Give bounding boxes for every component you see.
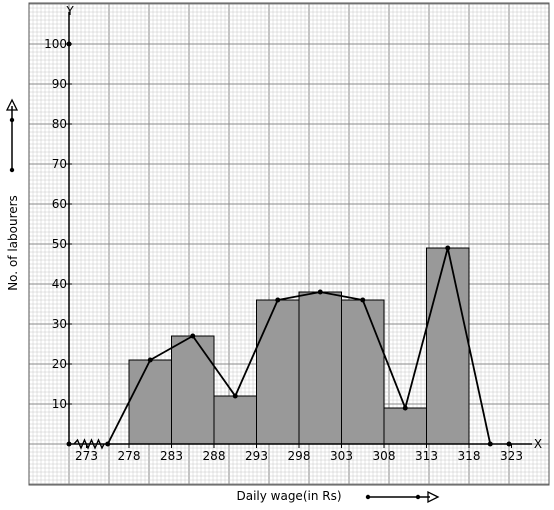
polygon-point <box>147 357 153 363</box>
histogram-bar <box>298 291 342 445</box>
x-tick-label: 303 <box>330 449 353 463</box>
up-arrow-dot <box>9 117 15 123</box>
histogram-bar <box>128 359 172 445</box>
y-tick-label: 50 <box>52 237 67 251</box>
right-arrow-dot <box>365 494 371 500</box>
y-tick-label: 80 <box>52 117 67 131</box>
x-axis-title: Daily wage(in Rs) <box>236 489 341 503</box>
bars <box>128 247 470 445</box>
polygon-point <box>402 405 408 411</box>
y-tick-label: 30 <box>52 317 67 331</box>
right-arrow-head <box>427 490 440 504</box>
y-tick-label: 100 <box>44 37 67 51</box>
polygon-point <box>105 441 111 447</box>
frequency-polygon <box>105 245 493 447</box>
polygon-line <box>106 247 492 445</box>
up-arrow-head <box>5 98 19 111</box>
y-tick-label: 20 <box>52 357 67 371</box>
histogram-bar <box>383 407 427 445</box>
polygon-point <box>487 441 493 447</box>
histogram-bar <box>426 247 470 445</box>
x-axis-letter: X <box>534 437 542 451</box>
histogram-bar <box>213 395 257 445</box>
axes <box>66 12 532 450</box>
x-tick-label: 323 <box>500 449 523 463</box>
x-tick-label: 318 <box>458 449 481 463</box>
x-tick-label: 313 <box>415 449 438 463</box>
grid-border <box>28 2 550 486</box>
direction-arrows <box>5 98 440 504</box>
x-tick-label: 278 <box>118 449 141 463</box>
x-tick-label: 273 <box>75 449 98 463</box>
up-arrow-dot <box>9 167 15 173</box>
x-axis-end-point <box>506 441 512 447</box>
polygon-point <box>275 297 281 303</box>
y-tick-label: 10 <box>52 397 67 411</box>
polygon-point <box>190 333 196 339</box>
x-tick-label: 298 <box>288 449 311 463</box>
x-tick-label: 308 <box>373 449 396 463</box>
polygon-point <box>317 289 323 295</box>
polygon-point <box>360 297 366 303</box>
y-tick-label: 70 <box>52 157 67 171</box>
x-tick-label: 288 <box>203 449 226 463</box>
y-tick-label: 90 <box>52 77 67 91</box>
y-axis-letter: Y <box>65 4 74 18</box>
labels: 10 20 30 40 50 60 70 80 90 100 273 278 283 288 293 298 3… <box>6 4 542 503</box>
x-tick-label: 283 <box>160 449 183 463</box>
histogram-bar <box>171 335 215 445</box>
polygon-point <box>445 245 451 251</box>
origin-point <box>66 441 72 447</box>
right-arrow-dot <box>415 494 421 500</box>
y-tick-label: 60 <box>52 197 67 211</box>
y-axis-end-point <box>66 41 72 47</box>
histogram-bar <box>256 299 300 445</box>
x-tick-label: 293 <box>245 449 268 463</box>
polygon-point <box>232 393 238 399</box>
y-axis-title: No. of labourers <box>6 195 20 291</box>
axis-break-zigzag <box>73 438 105 450</box>
y-tick-label: 40 <box>52 277 67 291</box>
histogram-bar <box>341 299 385 445</box>
